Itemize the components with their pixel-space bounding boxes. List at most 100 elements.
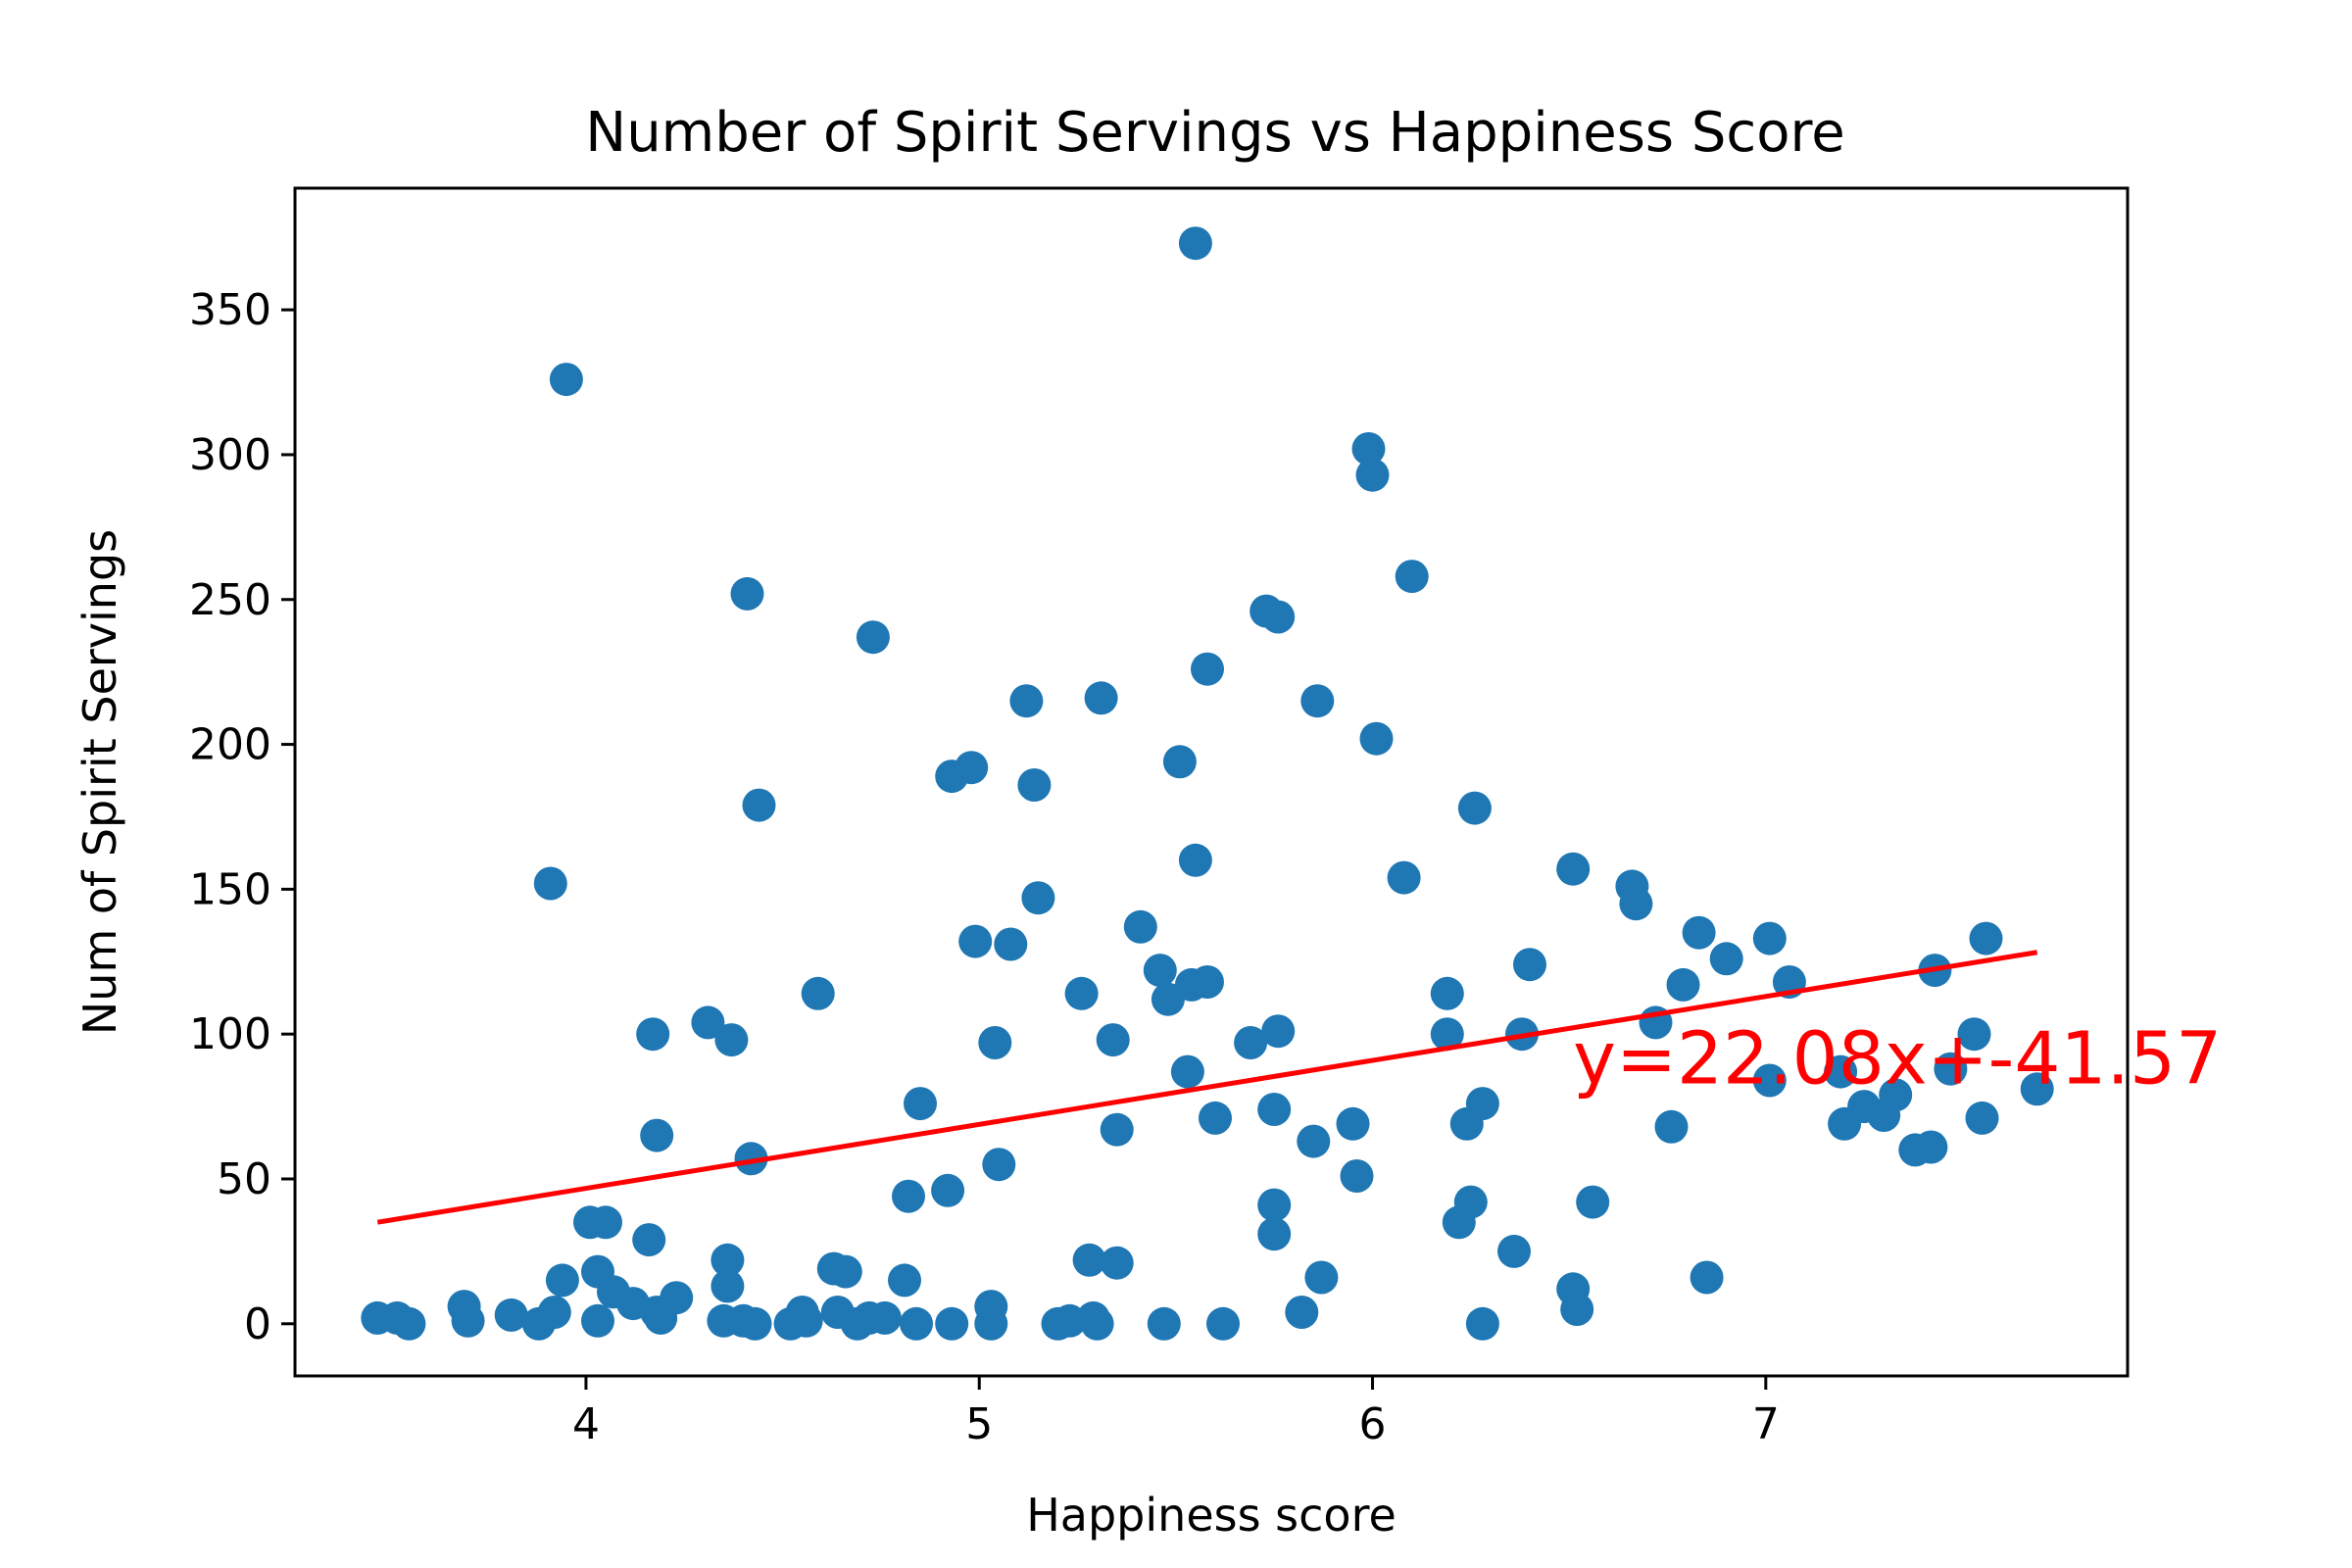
- data-point: [801, 976, 835, 1010]
- data-point: [589, 1205, 622, 1240]
- data-point: [982, 1148, 1016, 1182]
- data-point: [1064, 976, 1099, 1010]
- data-point: [1072, 1243, 1106, 1277]
- data-point: [1336, 1106, 1370, 1141]
- data-point: [1430, 976, 1464, 1010]
- data-point: [691, 1005, 725, 1040]
- data-point: [1340, 1159, 1374, 1193]
- data-point: [1021, 881, 1055, 915]
- data-point: [888, 1263, 921, 1298]
- data-point: [1879, 1078, 1913, 1112]
- x-axis-label: Happiness score: [1026, 1489, 1396, 1542]
- data-point: [1387, 860, 1421, 895]
- data-point: [1709, 942, 1743, 976]
- data-point: [1513, 948, 1546, 982]
- data-point: [1191, 965, 1224, 999]
- data-point: [1080, 1306, 1114, 1341]
- y-axis: 0 50 100 150 200 250 300 350: [189, 285, 295, 1349]
- data-point: [900, 1306, 933, 1341]
- data-point: [1017, 768, 1052, 802]
- data-point: [714, 1023, 749, 1057]
- data-point: [955, 751, 989, 785]
- data-point: [1191, 652, 1224, 686]
- data-point: [1914, 1130, 1948, 1164]
- data-point: [1965, 1101, 1999, 1135]
- chart-title: Number of Spirit Servings vs Happiness S…: [585, 101, 1844, 165]
- data-point: [958, 924, 993, 958]
- data-point: [935, 1306, 969, 1341]
- data-point: [1824, 1054, 1858, 1089]
- data-point: [1100, 1112, 1134, 1147]
- data-point: [1178, 843, 1212, 877]
- data-point: [1355, 458, 1390, 492]
- data-point: [1199, 1101, 1232, 1135]
- y-tick-label: 250: [189, 575, 271, 625]
- data-point: [1752, 921, 1787, 956]
- data-point: [1666, 967, 1700, 1002]
- data-point: [1453, 1185, 1488, 1219]
- data-point: [738, 1306, 772, 1341]
- x-tick-label: 5: [965, 1399, 993, 1449]
- regression-equation-annotation: y=22.08x+-41.57: [1573, 1016, 2222, 1101]
- data-point: [1257, 1093, 1292, 1126]
- regression-line: [376, 950, 2038, 1225]
- data-point: [1084, 681, 1118, 715]
- data-point: [537, 1296, 571, 1329]
- data-point: [632, 1223, 666, 1257]
- data-point: [1162, 745, 1197, 779]
- data-point: [710, 1243, 745, 1277]
- data-point: [974, 1290, 1008, 1324]
- x-tick-label: 4: [572, 1399, 600, 1449]
- y-tick-label: 300: [189, 430, 271, 480]
- data-point: [1690, 1260, 1724, 1295]
- data-point: [640, 1118, 674, 1152]
- data-point: [1009, 684, 1044, 718]
- data-point: [856, 620, 890, 655]
- data-point: [730, 576, 764, 611]
- data-point: [742, 788, 776, 822]
- data-point: [1359, 721, 1394, 756]
- data-point: [545, 1263, 579, 1298]
- y-tick-label: 50: [217, 1154, 271, 1204]
- y-tick-label: 0: [244, 1299, 271, 1349]
- data-point: [581, 1303, 614, 1338]
- data-point: [1752, 1063, 1787, 1098]
- data-point: [392, 1306, 426, 1341]
- data-point: [1934, 1052, 1968, 1086]
- data-point: [1234, 1026, 1268, 1059]
- data-point: [2020, 1072, 2054, 1106]
- data-point: [1261, 600, 1296, 634]
- data-point: [1300, 684, 1335, 718]
- x-tick-label: 6: [1359, 1399, 1387, 1449]
- y-axis-label: Num of Spirit Servings: [74, 529, 126, 1035]
- y-tick-label: 150: [189, 864, 271, 914]
- data-point: [1619, 887, 1653, 921]
- data-point: [1682, 915, 1716, 950]
- data-point: [931, 1173, 965, 1207]
- data-point: [1257, 1217, 1292, 1251]
- data-point: [1969, 921, 2003, 956]
- x-axis: 4 5 6 7: [572, 1376, 1780, 1449]
- data-point: [549, 363, 583, 397]
- data-point: [978, 1026, 1012, 1059]
- data-point: [1465, 1306, 1499, 1341]
- data-point: [1100, 1246, 1134, 1280]
- data-point: [1457, 791, 1492, 825]
- data-point: [1257, 1188, 1292, 1222]
- data-point: [710, 1269, 745, 1303]
- data-point: [1147, 1306, 1181, 1341]
- plot-marks: [361, 226, 2054, 1341]
- data-point: [1178, 226, 1212, 261]
- data-point: [867, 1300, 902, 1335]
- data-point: [1497, 1234, 1531, 1268]
- data-point: [1206, 1306, 1240, 1341]
- data-point: [1261, 1014, 1296, 1049]
- plot-frame: [293, 186, 2130, 1378]
- data-point: [994, 927, 1028, 961]
- data-point: [1297, 1124, 1331, 1158]
- data-point: [1170, 1054, 1204, 1089]
- data-point: [1096, 1023, 1130, 1057]
- data-point: [1395, 560, 1429, 594]
- data-point: [636, 1017, 670, 1052]
- data-point: [1576, 1185, 1610, 1219]
